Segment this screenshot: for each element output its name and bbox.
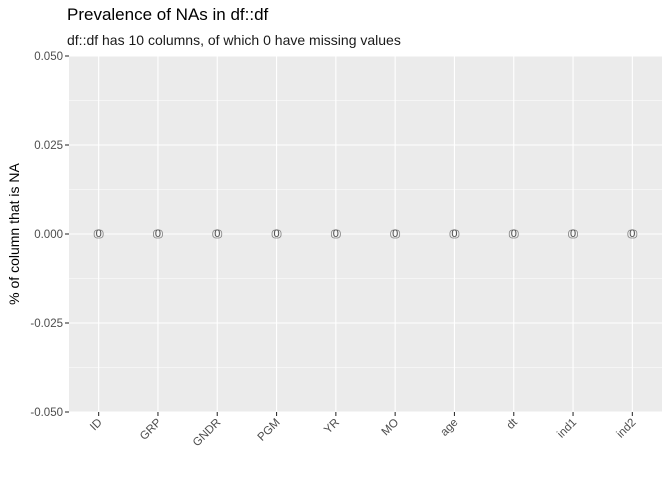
- data-label-box: [153, 229, 163, 239]
- data-label-text: 0: [511, 228, 517, 240]
- chart-title: Prevalence of NAs in df::df: [67, 5, 269, 24]
- major-gridlines: [69, 55, 662, 413]
- data-label-text: 0: [96, 228, 102, 240]
- x-tick-label: MO: [380, 417, 402, 439]
- data-label: 0: [93, 228, 104, 240]
- data-label-box: [330, 229, 341, 239]
- minor-gridlines: [69, 100, 662, 368]
- x-tick-label: ID: [88, 417, 105, 434]
- data-label: 0: [568, 228, 578, 240]
- x-tick-label: ind1: [555, 417, 579, 441]
- data-label-text: 0: [155, 228, 161, 240]
- y-tick-label: 0.025: [34, 140, 63, 152]
- x-tick-label: GNDR: [191, 417, 223, 449]
- y-tick-label: -0.025: [30, 318, 63, 330]
- data-label-text: 0: [214, 228, 220, 240]
- y-axis-title: % of column that is NA: [6, 163, 22, 305]
- x-tick-label: YR: [322, 417, 342, 437]
- data-label: 0: [627, 228, 638, 240]
- data-labels: 0 0 0 0 0 0 0 0 0 0: [93, 228, 638, 240]
- data-label: 0: [390, 228, 401, 240]
- data-label-text: 0: [273, 228, 279, 240]
- data-label-box: [271, 229, 282, 239]
- x-tick-label: age: [439, 417, 461, 439]
- data-label: 0: [508, 228, 519, 240]
- data-label-text: 0: [629, 228, 635, 240]
- data-label: 0: [449, 228, 460, 240]
- data-label-text: 0: [333, 228, 339, 240]
- x-tick-label: dt: [505, 416, 521, 432]
- data-label: 0: [212, 228, 223, 240]
- data-label-text: 0: [570, 228, 576, 240]
- x-axis: ID GRP GNDR PGM YR MO age dt ind1 ind2: [88, 412, 638, 449]
- y-tick-label: 0.000: [34, 229, 63, 241]
- data-label-box: [212, 229, 223, 239]
- data-label-box: [93, 229, 104, 239]
- y-tick-label: 0.050: [34, 51, 63, 63]
- data-label: 0: [271, 228, 282, 240]
- data-label-box: [627, 229, 638, 239]
- x-tick-label: GRP: [138, 416, 164, 442]
- data-label-box: [508, 229, 519, 239]
- data-label-text: 0: [451, 228, 457, 240]
- x-tick-label: PGM: [256, 417, 283, 444]
- data-label-box: [449, 229, 460, 239]
- data-label: 0: [153, 228, 163, 240]
- data-label-box: [568, 229, 578, 239]
- y-axis: -0.050 -0.025 0.000 0.025 0.050: [30, 51, 69, 419]
- data-label-box: [390, 229, 401, 239]
- data-label-text: 0: [392, 228, 398, 240]
- data-label: 0: [330, 228, 341, 240]
- chart-subtitle: df::df has 10 columns, of which 0 have m…: [67, 32, 401, 48]
- y-tick-label: -0.050: [30, 407, 63, 419]
- x-tick-label: ind2: [615, 417, 639, 441]
